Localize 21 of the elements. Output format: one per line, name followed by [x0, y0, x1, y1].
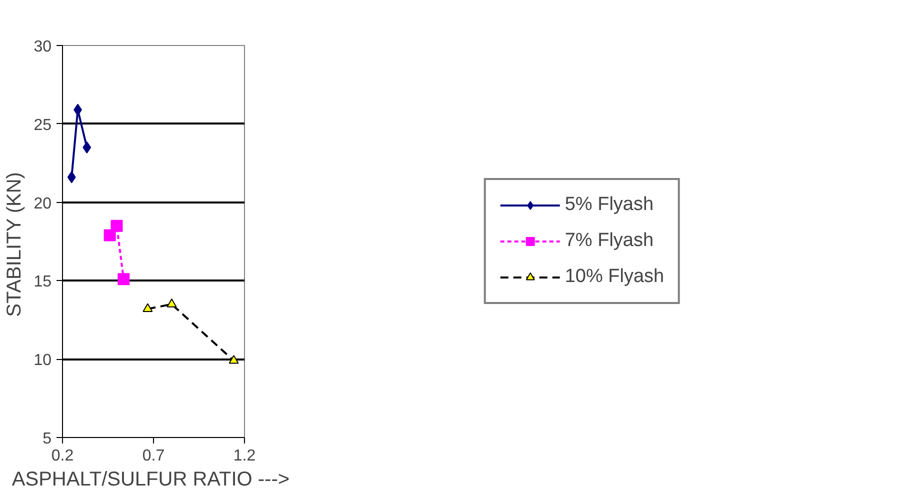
x-tick-label: 1.2: [233, 448, 256, 464]
legend-label: 5% Flyash: [564, 194, 654, 216]
legend-label: 7% Flyash: [564, 230, 654, 252]
point: [67, 171, 76, 184]
y-tick-label: 15: [34, 274, 52, 291]
point: [228, 354, 239, 364]
y-tick-label: 30: [34, 38, 52, 56]
x-tick-label: 0.7: [142, 448, 165, 464]
x-axis-title: ASPHALT/SULFUR RATIO --->: [12, 468, 290, 490]
y-tick-label: 25: [34, 116, 52, 134]
x-tick-label: 0.2: [51, 448, 74, 464]
point: [82, 141, 92, 154]
y-axis-title: STABILITY (KN): [4, 172, 26, 317]
legend-label: 10% Flyash: [564, 266, 664, 288]
point: [110, 220, 123, 232]
point: [142, 303, 153, 312]
point: [118, 273, 130, 286]
y-tick-label: 20: [34, 195, 52, 212]
y-tick-label: 5: [42, 430, 52, 448]
y-tick-label: 10: [34, 352, 52, 370]
point: [166, 298, 177, 308]
